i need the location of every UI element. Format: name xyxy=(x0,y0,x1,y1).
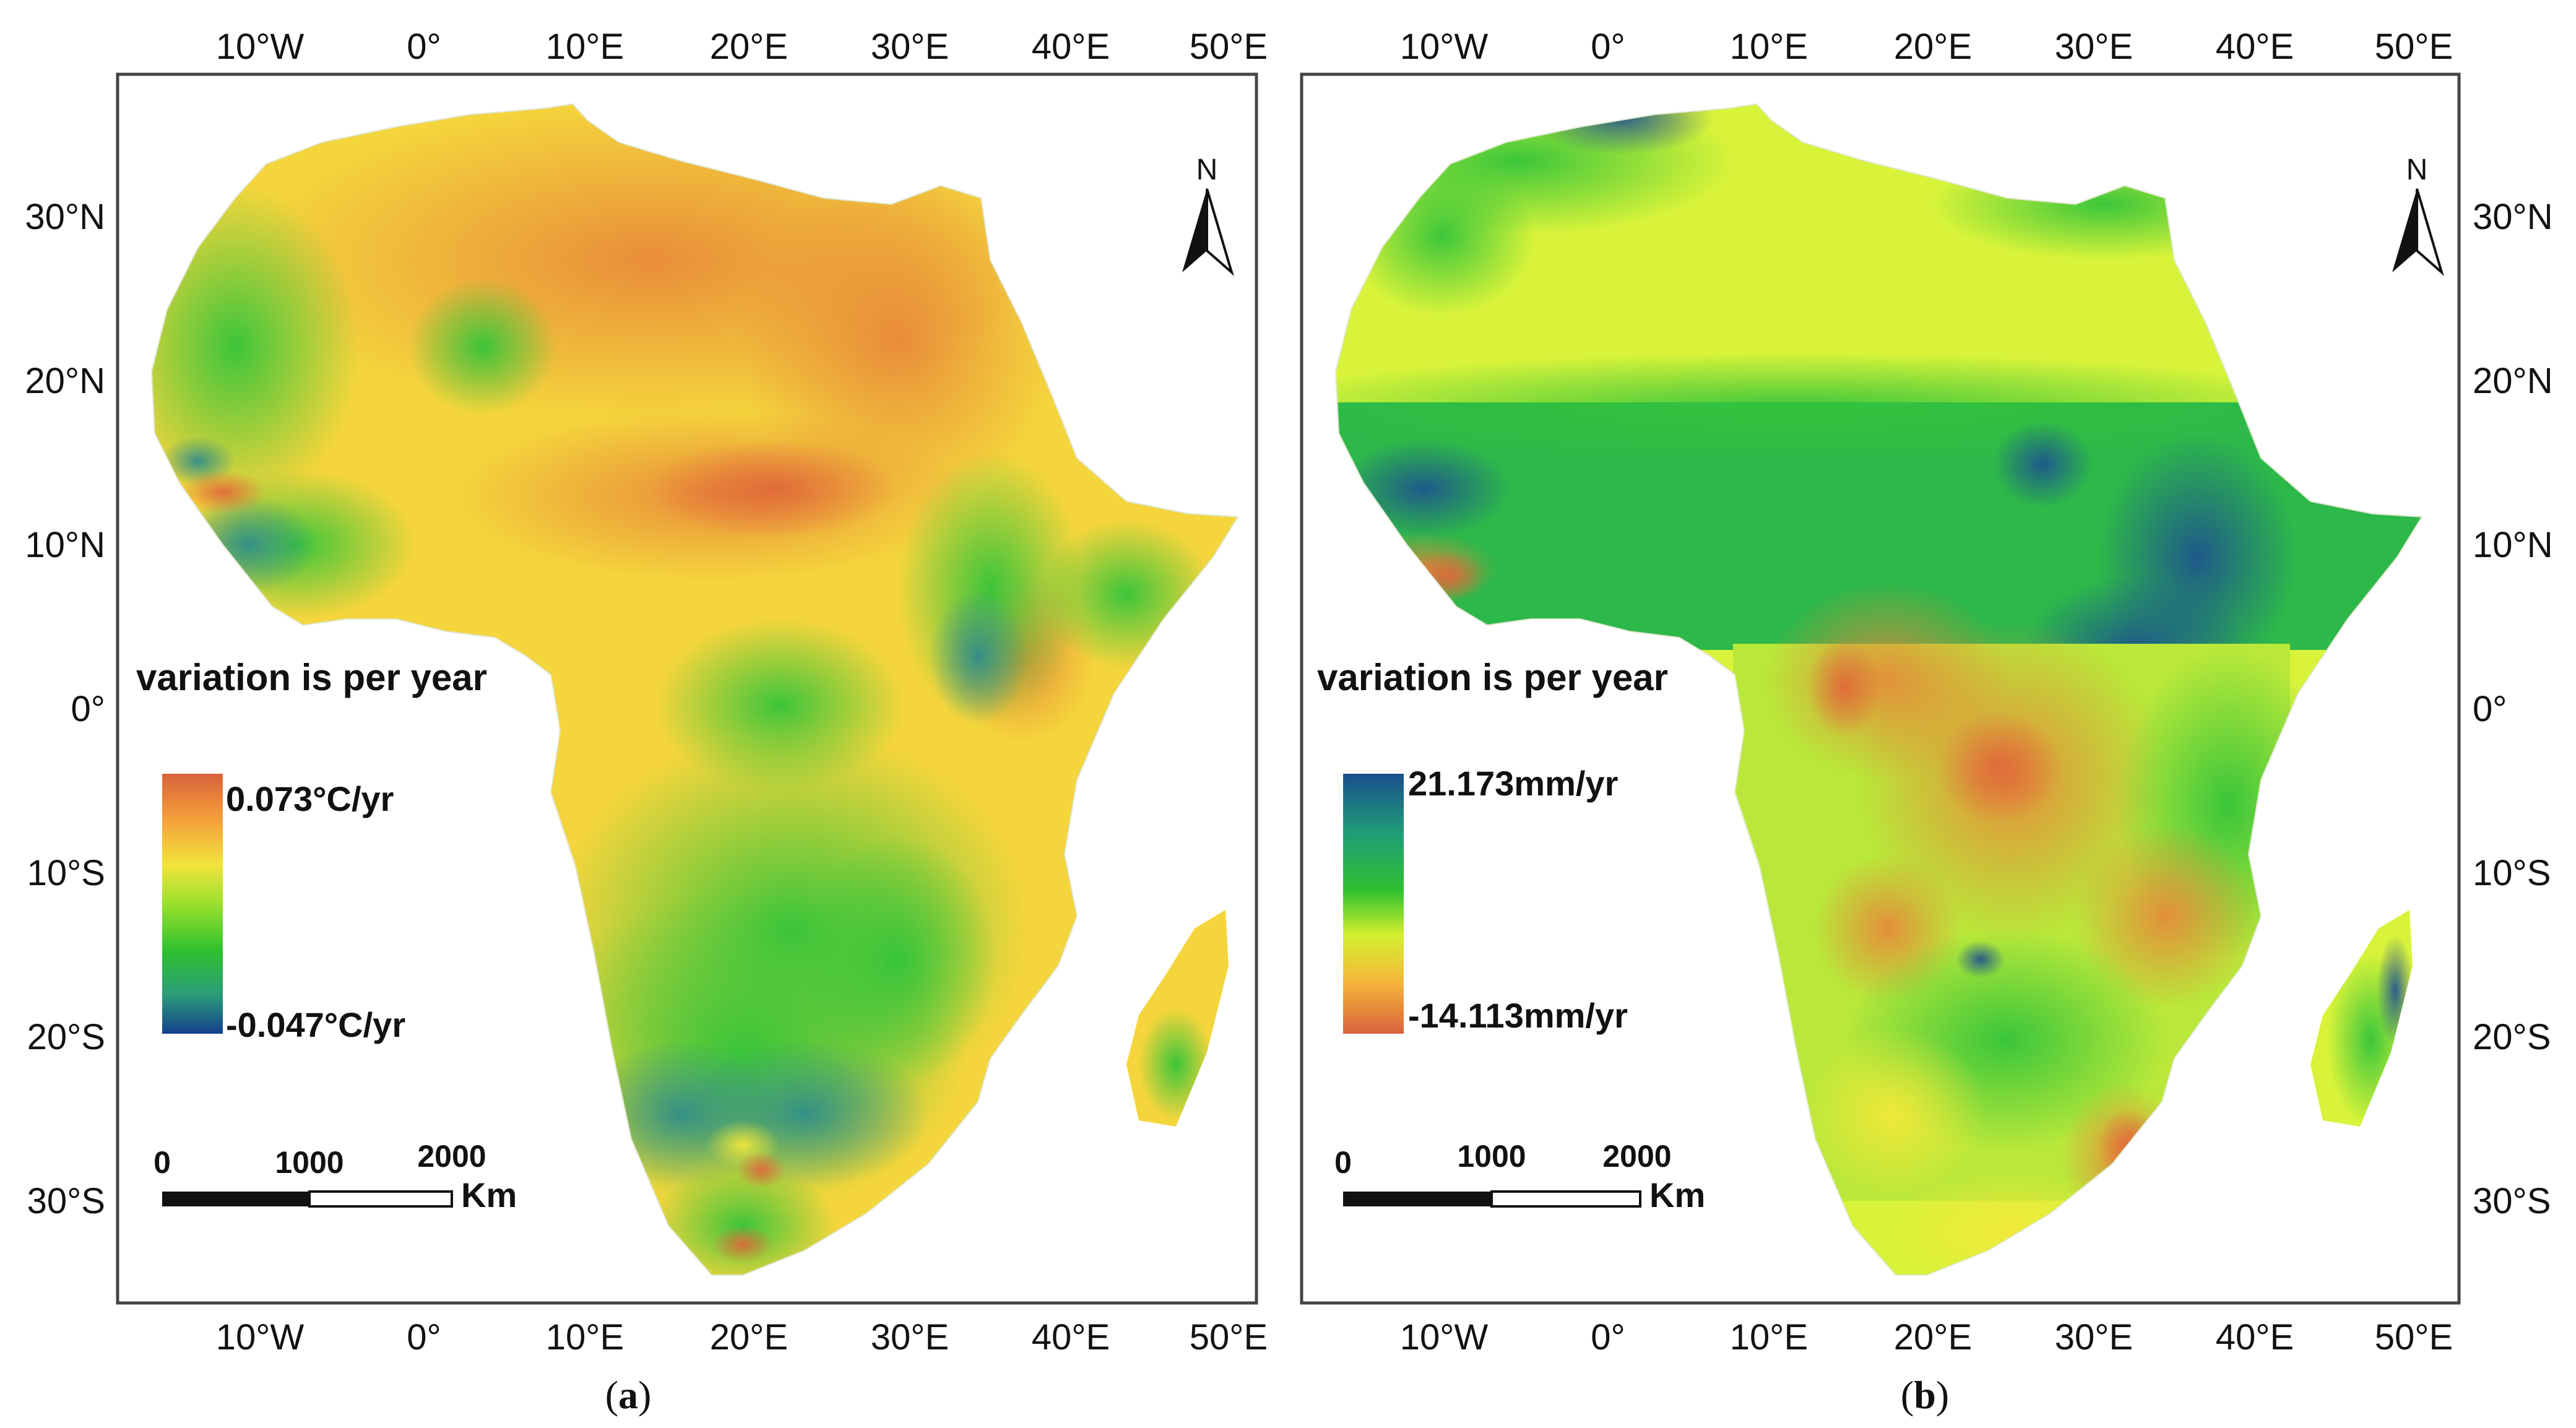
tick-label: 10°E xyxy=(1730,1317,1808,1357)
legend-min: -14.113mm/yr xyxy=(1408,996,1628,1035)
scale-label: 0 xyxy=(153,1145,171,1180)
tick-label: 40°E xyxy=(1032,1317,1110,1357)
tick-label: 20°N xyxy=(2473,361,2553,401)
tick-label: 30°E xyxy=(871,1317,949,1357)
scale-label: 2000 xyxy=(1602,1139,1671,1174)
tick-label: 10°E xyxy=(1730,27,1808,67)
tick-label: 20°S xyxy=(2473,1017,2551,1057)
tick-label: 10°E xyxy=(546,27,624,67)
x-axis-bottom: 10°W 0° 10°E 20°E 30°E 40°E 50°E xyxy=(216,1317,1268,1357)
scale-unit: Km xyxy=(461,1175,517,1214)
tick-label: 50°E xyxy=(2375,27,2453,67)
tick-label: 40°E xyxy=(2216,1317,2294,1357)
scale-bar: 0 1000 2000 Km xyxy=(1334,1139,1705,1214)
tick-label: 20°E xyxy=(1894,1317,1972,1357)
north-arrow-icon: N xyxy=(1182,154,1234,277)
x-axis-top: 10°W 0° 10°E 20°E 30°E 40°E 50°E xyxy=(1400,27,2453,67)
tick-label: 50°E xyxy=(2375,1317,2453,1357)
tick-label: 0° xyxy=(1591,27,1625,67)
legend-colorbar xyxy=(1343,774,1404,1034)
legend-min: -0.047°C/yr xyxy=(226,1005,405,1044)
scale-label: 0 xyxy=(1334,1145,1352,1180)
tick-label: 20°E xyxy=(710,1317,788,1357)
north-arrow-icon: N xyxy=(2392,154,2444,277)
tick-label: 0° xyxy=(71,689,105,729)
legend-title: variation is per year xyxy=(1317,657,1668,698)
tick-label: 50°E xyxy=(1190,1317,1268,1357)
tick-label: 20°E xyxy=(710,27,788,67)
tick-label: 10°S xyxy=(27,853,105,893)
tick-label: 50°E xyxy=(1190,27,1268,67)
tick-label: 30°N xyxy=(25,197,105,237)
tick-label: 10°S xyxy=(2473,853,2551,893)
scale-label: 2000 xyxy=(417,1139,486,1174)
tick-label: 20°N xyxy=(25,361,105,401)
north-label: N xyxy=(2406,154,2428,186)
panel-a: 10°W 0° 10°E 20°E 30°E 40°E 50°E 10°W 0°… xyxy=(25,27,1268,1417)
tick-label: 10°N xyxy=(25,525,105,565)
tick-label: 30°S xyxy=(2473,1181,2551,1221)
caption-letter: b xyxy=(1914,1373,1936,1417)
x-axis-bottom: 10°W 0° 10°E 20°E 30°E 40°E 50°E xyxy=(1400,1317,2453,1357)
y-axis-left: 30°N 20°N 10°N 0° 10°S 20°S 30°S xyxy=(25,197,105,1221)
tick-label: 10°W xyxy=(1400,1317,1489,1357)
scale-unit: Km xyxy=(1649,1175,1705,1214)
scale-label: 1000 xyxy=(275,1145,344,1180)
tick-label: 10°N xyxy=(2473,525,2553,565)
tick-label: 10°W xyxy=(216,27,305,67)
scale-bar: 0 1000 2000 Km xyxy=(153,1139,517,1214)
legend: variation is per year 21.173mm/yr -14.11… xyxy=(1317,657,1668,1035)
caption: (b) xyxy=(1901,1373,1949,1417)
legend-max: 0.073°C/yr xyxy=(226,779,394,818)
legend-colorbar xyxy=(162,774,223,1034)
tick-label: 10°E xyxy=(546,1317,624,1357)
caption: (a) xyxy=(605,1373,652,1417)
tick-label: 0° xyxy=(1591,1317,1625,1357)
tick-label: 40°E xyxy=(2216,27,2294,67)
legend-max: 21.173mm/yr xyxy=(1408,764,1618,803)
tick-label: 30°N xyxy=(2473,197,2553,237)
tick-label: 30°E xyxy=(2055,1317,2133,1357)
tick-label: 30°E xyxy=(871,27,949,67)
tick-label: 0° xyxy=(407,27,441,67)
tick-label: 40°E xyxy=(1032,27,1110,67)
svg-text:(b): (b) xyxy=(1901,1373,1949,1417)
caption-letter: a xyxy=(618,1373,638,1417)
tick-label: 30°S xyxy=(27,1181,105,1221)
legend: variation is per year 0.073°C/yr -0.047°… xyxy=(136,657,487,1044)
tick-label: 0° xyxy=(2473,689,2507,729)
tick-label: 20°S xyxy=(27,1017,105,1057)
north-label: N xyxy=(1196,154,1218,186)
tick-label: 10°W xyxy=(216,1317,305,1357)
legend-title: variation is per year xyxy=(136,657,487,698)
y-axis-right: 30°N 20°N 10°N 0° 10°S 20°S 30°S xyxy=(2473,197,2553,1221)
svg-text:(a): (a) xyxy=(605,1373,652,1417)
tick-label: 20°E xyxy=(1894,27,1972,67)
tick-label: 0° xyxy=(407,1317,441,1357)
scale-label: 1000 xyxy=(1457,1139,1526,1174)
tick-label: 30°E xyxy=(2055,27,2133,67)
tick-label: 10°W xyxy=(1400,27,1489,67)
panel-b: 10°W 0° 10°E 20°E 30°E 40°E 50°E 10°W 0°… xyxy=(1300,27,2553,1417)
x-axis-top: 10°W 0° 10°E 20°E 30°E 40°E 50°E xyxy=(216,27,1268,67)
